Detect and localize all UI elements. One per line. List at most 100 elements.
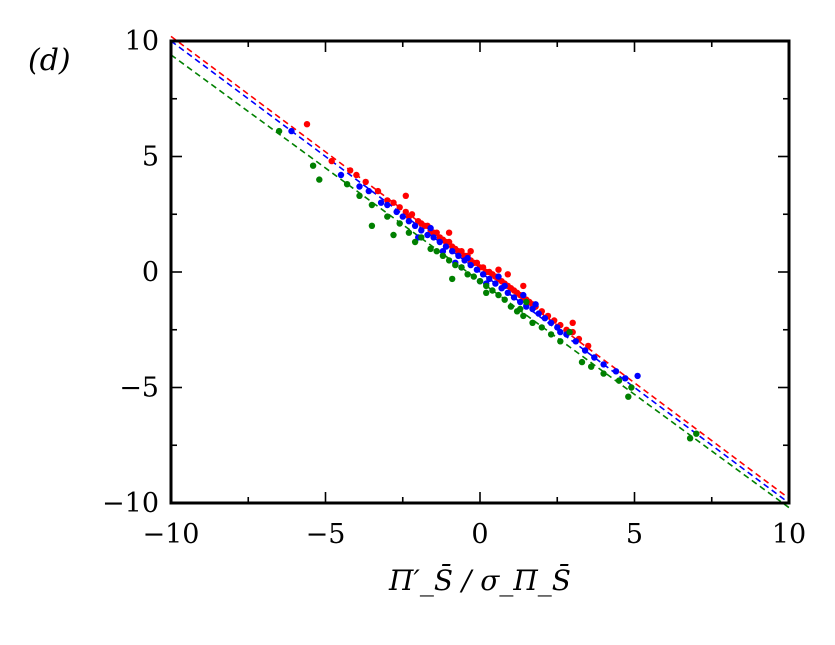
x-axis-label: Π′_S̄ / σ_Π_S̄ [388, 563, 571, 597]
series-2-point [547, 319, 555, 326]
series-3-point [449, 275, 456, 283]
series-1-point [445, 238, 453, 246]
series-1-point [402, 208, 409, 216]
series-2-point [554, 324, 561, 331]
series-1-point [445, 229, 453, 236]
series-2-point [384, 201, 391, 209]
series-3-point [529, 319, 536, 326]
series-2-point [600, 361, 607, 368]
series-1-point [433, 229, 440, 236]
axis-ticks [170, 40, 790, 504]
series-3-point [464, 271, 471, 278]
series-3-point [368, 222, 376, 229]
series-3-point [275, 127, 283, 135]
series-2-point [532, 301, 539, 308]
series-2-point [442, 243, 450, 250]
series-1-point [402, 192, 409, 199]
series-2-point [517, 298, 524, 306]
y-tick-label: −10 [102, 488, 159, 519]
series-3-point [489, 287, 496, 294]
series-2-point [622, 375, 629, 382]
series-3-point [495, 291, 502, 299]
series-3-point [538, 324, 545, 331]
series-3-point [445, 257, 453, 264]
fit-line-2 [170, 40, 790, 504]
series-1-point [347, 167, 354, 174]
y-tick-label: 5 [142, 142, 159, 173]
series-3-point [458, 264, 465, 271]
series-3-point [557, 338, 564, 345]
series-3-point [507, 303, 515, 310]
y-tick-labels: −10 −5 0 5 10 [102, 26, 159, 519]
series-2-point [557, 328, 564, 336]
series-3-point [439, 252, 447, 259]
series-1-point [362, 178, 369, 186]
series-2-point [591, 354, 598, 361]
series-3-point [390, 231, 397, 239]
series-1-point [504, 271, 511, 278]
series-2-point [523, 303, 530, 310]
series-3-point [384, 213, 391, 220]
series-3-point [600, 370, 607, 377]
series-3-point [405, 229, 413, 236]
series-3-point [501, 296, 508, 303]
series-2-point [427, 224, 434, 232]
series-2-point [418, 227, 425, 234]
series-1-point [328, 157, 335, 165]
series-1-point [495, 266, 502, 273]
series-1-point [569, 319, 576, 326]
series-3-point [452, 261, 459, 269]
series-2-point [288, 127, 295, 135]
series-3-point [309, 162, 317, 169]
series-2-point [455, 252, 462, 259]
series-3-point [483, 282, 490, 290]
series-1-point [520, 282, 527, 290]
series-3-point [628, 384, 635, 391]
series-1-point [458, 248, 465, 255]
series-3-point [411, 238, 419, 246]
x-tick-label: −5 [306, 519, 346, 550]
series-2-point [399, 213, 406, 220]
series-2-point [486, 275, 493, 283]
series-2-point [479, 271, 487, 278]
series-2-point [449, 248, 456, 255]
series-3-point [368, 201, 376, 209]
x-tick-labels: −10 −5 0 5 10 [143, 519, 807, 550]
series-2-point [495, 273, 502, 280]
y-tick-label: 0 [142, 257, 159, 288]
series-1-point [396, 204, 403, 211]
series-1-point [353, 171, 360, 179]
series-2-point [439, 248, 447, 255]
series-2-point [464, 254, 471, 262]
series-2-point [473, 266, 481, 273]
series-3-point [523, 298, 530, 306]
series-3-point [588, 363, 595, 370]
series-2-point [529, 305, 536, 313]
x-tick-label: −10 [143, 519, 200, 550]
series-3-point [615, 377, 623, 384]
x-tick-label: 5 [626, 519, 643, 550]
series-2-point [581, 347, 589, 354]
y-tick-label: 10 [125, 26, 159, 57]
series-1-point [473, 259, 481, 266]
series-3-point [578, 358, 586, 366]
y-tick-label: −5 [119, 373, 159, 404]
series-1-point [384, 197, 391, 204]
series-2-point [467, 261, 474, 269]
panel-label: (d) [28, 43, 71, 78]
x-axis-label-text: Π′_S̄ / σ_Π_S̄ [388, 563, 571, 597]
series-2-point [504, 289, 511, 296]
series-2-point [501, 282, 508, 290]
series-1-point [390, 199, 397, 206]
series-2-point [424, 231, 431, 239]
series-2-point [510, 294, 518, 301]
series-3-point [433, 248, 440, 255]
series-3-point [427, 245, 434, 253]
series-3-point [625, 393, 632, 400]
series-3-point [470, 273, 477, 280]
data-points [275, 121, 700, 442]
series-3-point [517, 305, 524, 313]
series-2-point [405, 218, 413, 225]
series-2-point [541, 315, 549, 322]
